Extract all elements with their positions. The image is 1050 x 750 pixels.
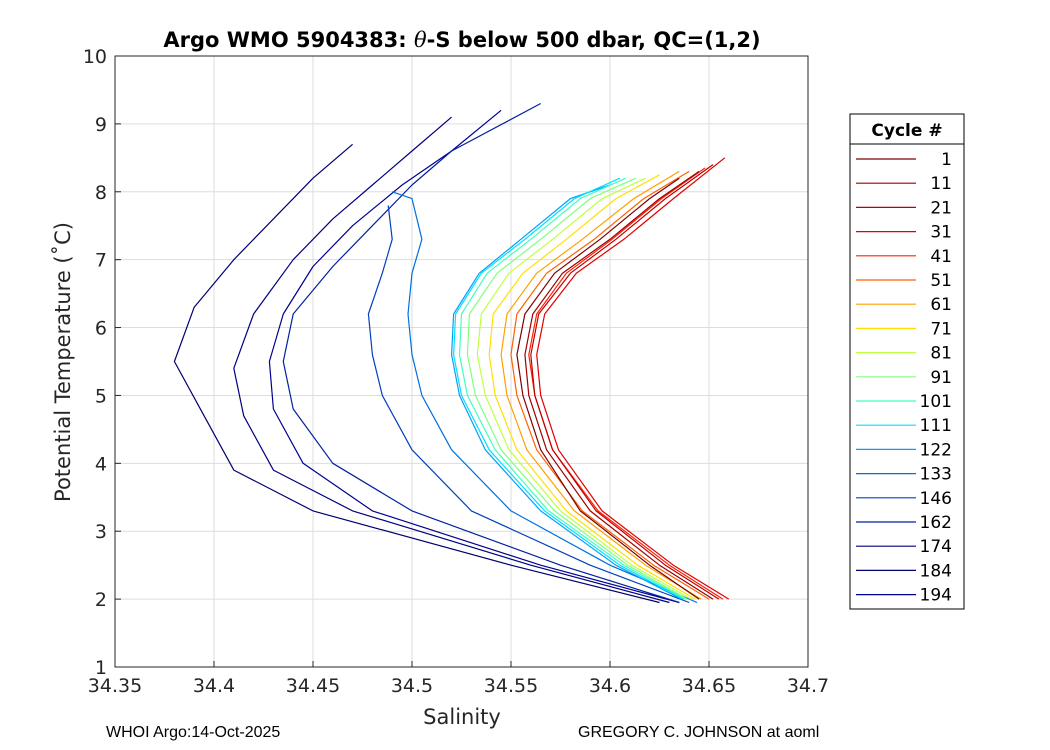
legend-label: 111	[920, 416, 952, 436]
legend-box	[849, 113, 965, 610]
x-tick-label: 34.65	[682, 675, 736, 697]
legend-label: 91	[930, 368, 952, 388]
legend-label: 21	[930, 198, 952, 218]
y-tick-label: 3	[95, 521, 107, 543]
x-tick-label: 34.35	[88, 675, 142, 697]
legend: Cycle # 11121314151617181911011111221331…	[849, 113, 965, 610]
legend-label: 31	[930, 223, 952, 243]
series-line	[268, 109, 680, 604]
x-tick-label: 34.55	[484, 675, 538, 697]
series-line	[367, 205, 690, 604]
y-tick-label: 10	[83, 46, 107, 68]
series-layer	[173, 102, 730, 604]
legend-label: 11	[930, 174, 952, 194]
axes-frame	[114, 55, 809, 668]
x-axis-label: Salinity	[423, 705, 501, 729]
footer-right: GREGORY C. JOHNSON at aoml	[578, 724, 820, 741]
legend-label: 101	[920, 392, 952, 412]
legend-label: 174	[920, 537, 952, 557]
legend-label: 122	[920, 440, 952, 460]
legend-label: 184	[920, 561, 952, 581]
y-tick-label: 9	[95, 114, 107, 136]
series-line	[282, 102, 680, 604]
series-line	[488, 174, 696, 600]
legend-label: 81	[930, 344, 952, 364]
y-axis-label: Potential Temperature (˚C)	[51, 222, 75, 502]
series-line	[524, 170, 714, 600]
legend-label: 61	[930, 295, 952, 315]
y-tick-label: 5	[95, 385, 107, 407]
series-line	[528, 167, 724, 600]
series-line	[500, 170, 702, 600]
legend-label: 51	[930, 271, 952, 291]
x-tick-label: 34.6	[589, 675, 631, 697]
chart-title: Argo WMO 5904383: θ-S below 500 dbar, QC…	[163, 28, 760, 52]
series-line	[476, 177, 692, 600]
series-line	[451, 184, 682, 600]
legend-entries: 1112131415161718191101111122133146162174…	[856, 150, 952, 606]
x-tick-label: 34.7	[787, 675, 829, 697]
legend-label: 71	[930, 319, 952, 339]
x-tick-label: 34.4	[193, 675, 235, 697]
series-line	[173, 143, 660, 604]
legend-label: 146	[920, 489, 952, 509]
series-line	[516, 177, 700, 600]
series-line	[392, 191, 698, 604]
legend-title: Cycle #	[871, 121, 942, 141]
x-axis-ticks: 34.35 34.4 34.45 34.5 34.55 34.6 34.65 34.7	[88, 661, 829, 697]
legend-label: 162	[920, 513, 952, 533]
series-line	[530, 164, 720, 600]
x-tick-label: 34.5	[391, 675, 433, 697]
legend-label: 194	[920, 586, 952, 606]
series-line	[458, 177, 686, 600]
y-tick-label: 7	[95, 250, 107, 272]
x-tick-label: 34.45	[286, 675, 340, 697]
series-line	[233, 116, 670, 604]
legend-label: 41	[930, 247, 952, 267]
plot-area: 34.35 34.4 34.45 34.5 34.55 34.6 34.65 34.7 1 2 3…	[83, 46, 829, 697]
series-line	[536, 157, 730, 600]
y-tick-label: 4	[95, 453, 107, 475]
legend-label: 133	[920, 465, 952, 485]
footer-left: WHOI Argo:14-Oct-2025	[106, 724, 281, 741]
y-axis-ticks: 1 2 3 4 5 6 7 8 9 10	[83, 46, 121, 679]
y-tick-label: 2	[95, 589, 107, 611]
y-tick-label: 6	[95, 318, 107, 340]
y-tick-label: 8	[95, 182, 107, 204]
axes-background	[115, 56, 808, 667]
series-line	[510, 170, 710, 600]
legend-label: 1	[941, 150, 952, 170]
y-tick-label: 1	[95, 657, 107, 679]
series-line	[466, 177, 688, 600]
series-line	[453, 177, 684, 600]
